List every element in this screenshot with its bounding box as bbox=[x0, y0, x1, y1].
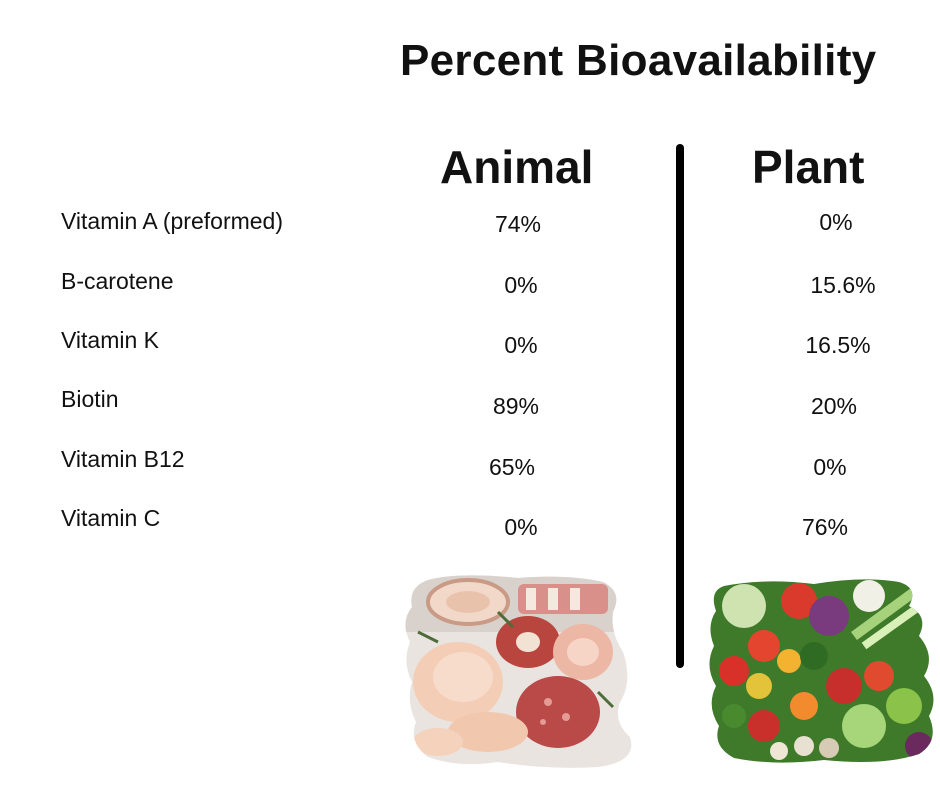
animal-value: 89% bbox=[492, 393, 540, 419]
plant-value: 20% bbox=[810, 393, 858, 419]
table-row: B-carotene 0% 15.6% bbox=[0, 268, 940, 308]
animal-value: 65% bbox=[488, 454, 536, 480]
plant-value: 76% bbox=[801, 514, 849, 540]
page-title: Percent Bioavailability bbox=[400, 36, 877, 85]
animal-value: 0% bbox=[504, 514, 538, 540]
plant-column-heading: Plant bbox=[752, 141, 865, 193]
animal-value: 0% bbox=[504, 332, 538, 358]
row-label: Vitamin K bbox=[61, 327, 160, 353]
row-label: B-carotene bbox=[61, 268, 174, 294]
vegetables-photo-icon bbox=[704, 576, 940, 766]
row-label: Vitamin B12 bbox=[61, 446, 185, 472]
meat-photo-icon bbox=[398, 572, 644, 770]
table-row: Vitamin B12 65% 0% bbox=[0, 446, 940, 486]
animal-column-heading: Animal bbox=[440, 141, 594, 193]
table-row: Biotin 89% 20% bbox=[0, 386, 940, 426]
plant-value: 0% bbox=[813, 454, 847, 480]
row-label: Biotin bbox=[61, 386, 119, 412]
plant-value: 16.5% bbox=[805, 332, 871, 358]
plant-value: 0% bbox=[819, 209, 853, 235]
row-label: Vitamin A (preformed) bbox=[61, 208, 284, 234]
animal-value: 74% bbox=[494, 211, 542, 237]
plant-value: 15.6% bbox=[810, 272, 876, 298]
table-row: Vitamin K 0% 16.5% bbox=[0, 327, 940, 367]
table-row: Vitamin C 0% 76% bbox=[0, 505, 940, 545]
row-label: Vitamin C bbox=[61, 505, 161, 531]
animal-value: 0% bbox=[504, 272, 538, 298]
column-divider bbox=[676, 144, 684, 668]
table-row: Vitamin A (preformed) 74% 0% bbox=[0, 208, 940, 248]
